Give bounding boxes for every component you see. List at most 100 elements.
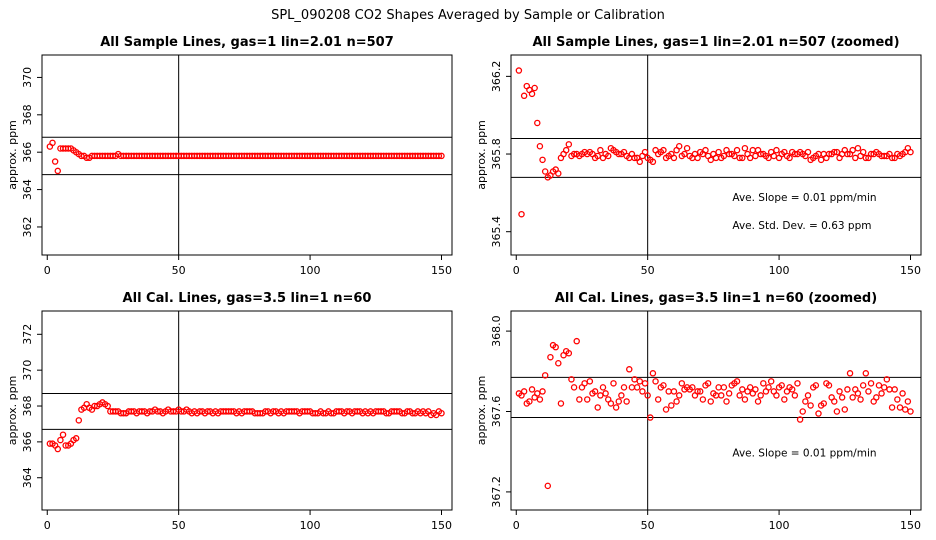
data-point	[586, 378, 594, 385]
data-point	[867, 380, 875, 387]
data-point	[597, 146, 604, 154]
data-point	[536, 143, 544, 150]
data-point	[862, 370, 870, 377]
data-point	[520, 388, 528, 395]
data-point	[725, 150, 733, 158]
data-point	[720, 384, 728, 391]
data-point	[733, 146, 741, 154]
data-point	[894, 396, 901, 403]
data-point	[725, 390, 733, 397]
data-point	[570, 150, 578, 158]
x-tick-label: 100	[769, 264, 790, 277]
data-point	[581, 380, 588, 387]
data-point	[804, 392, 812, 399]
data-point	[670, 154, 678, 162]
data-point	[694, 154, 701, 162]
data-point	[907, 148, 914, 156]
data-point	[757, 150, 764, 158]
data-point	[791, 392, 799, 399]
y-axis-label: approx. ppm	[6, 120, 19, 190]
data-point	[539, 156, 546, 164]
data-point	[51, 158, 59, 165]
data-point	[715, 384, 722, 391]
figure-title: SPL_090208 CO2 Shapes Averaged by Sample…	[271, 8, 665, 23]
data-point	[518, 210, 525, 218]
data-point	[673, 398, 680, 405]
y-tick-label: 366	[21, 142, 34, 163]
data-point	[72, 435, 80, 442]
data-point	[576, 396, 583, 403]
x-tick-label: 50	[172, 519, 186, 532]
reference-lines	[511, 311, 921, 510]
x-tick-label: 0	[513, 264, 520, 277]
data-point	[570, 384, 578, 391]
data-point	[781, 396, 788, 403]
data-point	[867, 150, 875, 158]
plot-frame	[41, 310, 453, 511]
y-tick-label: 368	[21, 104, 34, 125]
panel-title: All Cal. Lines, gas=3.5 lin=1 n=60	[123, 291, 372, 306]
data-point	[639, 388, 646, 395]
data-point	[565, 141, 573, 148]
data-point	[641, 380, 649, 387]
data-point	[804, 148, 812, 156]
data-point	[891, 386, 898, 393]
data-point	[833, 408, 841, 415]
data-point	[604, 152, 612, 160]
data-point	[807, 402, 814, 409]
data-point	[547, 353, 554, 361]
data-point	[520, 92, 528, 100]
data-point	[65, 145, 72, 152]
data-point	[552, 343, 559, 351]
data-point	[515, 67, 523, 74]
data-point	[878, 390, 885, 397]
panel-cal-lines-zoomed: All Cal. Lines, gas=3.5 lin=1 n=60 (zoom…	[475, 291, 922, 532]
data-point	[752, 386, 759, 393]
data-point	[815, 410, 822, 417]
data-point	[838, 394, 846, 401]
data-point	[641, 148, 649, 156]
data-point	[849, 394, 856, 401]
data-point	[628, 384, 636, 391]
x-tick-label: 50	[641, 264, 655, 277]
panel-title: All Sample Lines, gas=1 lin=2.01 n=507 (…	[532, 35, 899, 50]
x-tick-label: 150	[900, 519, 921, 532]
data-point	[612, 404, 620, 411]
data-point	[707, 156, 714, 164]
data-point	[689, 384, 696, 391]
data-point	[901, 406, 909, 413]
data-point	[49, 139, 56, 147]
data-point	[565, 349, 573, 357]
x-tick-label: 100	[769, 519, 790, 532]
data-point	[654, 396, 662, 403]
y-tick-label: 362	[21, 216, 34, 237]
y-tick-label: 364	[21, 467, 34, 488]
data-point	[836, 388, 843, 395]
data-point	[880, 384, 888, 391]
y-tick-label: 364	[21, 179, 34, 200]
data-point	[681, 150, 688, 158]
x-tick-label: 50	[641, 519, 655, 532]
data-point	[736, 392, 743, 399]
data-point	[541, 168, 549, 175]
data-point	[599, 384, 607, 391]
data-point	[831, 148, 838, 156]
data-point	[541, 372, 549, 379]
data-point	[78, 152, 85, 160]
data-point	[562, 146, 570, 154]
y-tick-label: 366	[21, 431, 34, 452]
data-point	[802, 398, 809, 405]
x-tick-label: 0	[513, 519, 520, 532]
data-point	[54, 167, 62, 175]
panel-sample-lines: All Sample Lines, gas=1 lin=2.01 n=507 a…	[6, 35, 453, 277]
data-point	[765, 154, 772, 162]
data-point	[591, 388, 599, 395]
data-point	[739, 386, 746, 393]
data-point	[791, 150, 799, 158]
annotation-slope: Ave. Slope = 0.01 ppm/min	[732, 447, 876, 459]
data-point	[859, 382, 867, 389]
data-point	[825, 382, 833, 389]
data-point	[846, 370, 854, 377]
data-point	[626, 366, 633, 373]
data-point	[899, 390, 906, 397]
